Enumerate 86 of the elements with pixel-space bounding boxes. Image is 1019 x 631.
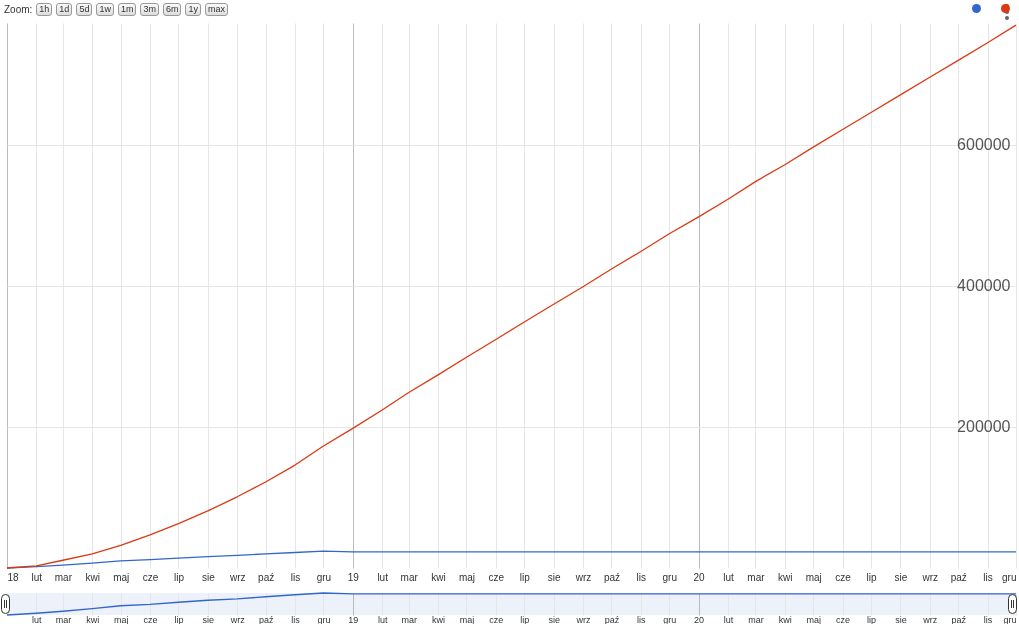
x-tick-label: kwi	[86, 614, 100, 625]
x-tick-label: lis	[983, 571, 993, 583]
x-tick-label: sie	[548, 614, 560, 625]
x-tick-label: wrz	[575, 614, 592, 625]
x-tick-label: wrz	[574, 571, 592, 583]
x-tick-label: lut	[377, 614, 388, 625]
y-tick-label: 600000	[957, 136, 1011, 154]
x-tick-label: sie	[547, 571, 561, 583]
x-tick-label: sie	[894, 571, 908, 583]
y-tick-label: 200000	[957, 418, 1011, 436]
x-tick-label: cze	[142, 571, 159, 583]
x-tick-label: lip	[520, 614, 530, 625]
x-tick-label: maj	[806, 614, 822, 625]
x-tick-label: lip	[519, 571, 531, 583]
x-tick-label: maj	[113, 614, 129, 625]
x-tick-label: maj	[458, 571, 476, 583]
x-tick-label: sie	[895, 614, 907, 625]
x-tick-label: kwi	[431, 571, 446, 583]
x-tick-label: gru	[662, 571, 677, 583]
x-tick-label: paź	[604, 614, 620, 625]
x-tick-label: paź	[950, 571, 967, 583]
x-tick-label: 19	[348, 614, 359, 625]
x-tick-label: mar	[400, 571, 419, 583]
x-tick-label: paź	[603, 571, 621, 583]
x-tick-label: cze	[835, 571, 852, 583]
x-tick-label: lis	[983, 614, 993, 625]
x-tick-label: kwi	[778, 571, 793, 583]
x-tick-label: cze	[489, 614, 504, 625]
text: Zoom:	[4, 4, 33, 15]
text: 5d	[76, 3, 93, 16]
x-tick-label: lip	[866, 571, 877, 583]
x-tick-label: mar	[747, 571, 766, 583]
x-tick-label: lis	[290, 571, 301, 583]
x-tick-label: lip	[174, 614, 184, 625]
x-tick-label: sie	[201, 571, 216, 583]
x-tick-label: cze	[143, 614, 158, 625]
x-tick-label: gru	[663, 614, 677, 625]
line-series	[6, 550, 1017, 569]
x-tick-label: wrz	[921, 571, 939, 583]
x-tick-label: maj	[113, 571, 130, 583]
x-tick-label: cze	[836, 614, 851, 625]
x-tick-label: cze	[488, 571, 505, 583]
x-tick-label: gru	[317, 614, 331, 625]
x-tick-label: 19	[347, 571, 360, 583]
x-tick-label: gru	[1003, 614, 1017, 625]
x-tick-label: lut	[31, 571, 43, 583]
x-tick-label: kwi	[432, 614, 446, 625]
x-tick-label: mar	[401, 614, 417, 625]
x-tick-label: kwi	[85, 571, 100, 583]
text: 6m	[162, 3, 182, 16]
y-tick-label: 400000	[957, 277, 1011, 295]
x-tick-label: kwi	[778, 614, 792, 625]
x-tick-label: lis	[291, 614, 301, 625]
text: 1w	[96, 3, 114, 16]
x-tick-label: gru	[316, 571, 332, 583]
text: 1h	[36, 3, 53, 16]
x-tick-label: maj	[805, 571, 822, 583]
x-tick-label: lis	[637, 614, 647, 625]
x-tick-label: wrz	[229, 614, 246, 625]
x-tick-label: lut	[32, 614, 43, 625]
text: 3m	[140, 3, 159, 16]
x-tick-label: 18	[7, 571, 20, 583]
x-tick-label: paź	[951, 614, 967, 625]
x-tick-label: mar	[748, 614, 764, 625]
x-tick-label: 20	[693, 571, 706, 583]
x-tick-label: lip	[867, 614, 877, 625]
text: max	[204, 3, 228, 16]
x-tick-label: lut	[377, 571, 389, 583]
x-tick-label: lis	[636, 571, 647, 583]
text: 1m	[117, 3, 137, 16]
x-tick-label: lip	[173, 571, 185, 583]
line-series	[6, 24, 1017, 569]
x-tick-label: paź	[258, 614, 274, 625]
x-tick-label: mar	[55, 614, 72, 625]
x-tick-label: maj	[459, 614, 475, 625]
x-tick-label: gru	[1002, 571, 1017, 583]
x-tick-label: wrz	[228, 571, 246, 583]
x-tick-label: lut	[723, 571, 734, 583]
text: 1y	[185, 3, 201, 16]
x-tick-label: 20	[694, 614, 705, 625]
x-tick-label: lut	[723, 614, 734, 625]
x-tick-label: paź	[258, 571, 275, 583]
x-tick-label: wrz	[922, 614, 938, 625]
text: 1d	[56, 3, 73, 16]
x-tick-label: sie	[202, 614, 215, 625]
x-tick-label: mar	[54, 571, 73, 583]
